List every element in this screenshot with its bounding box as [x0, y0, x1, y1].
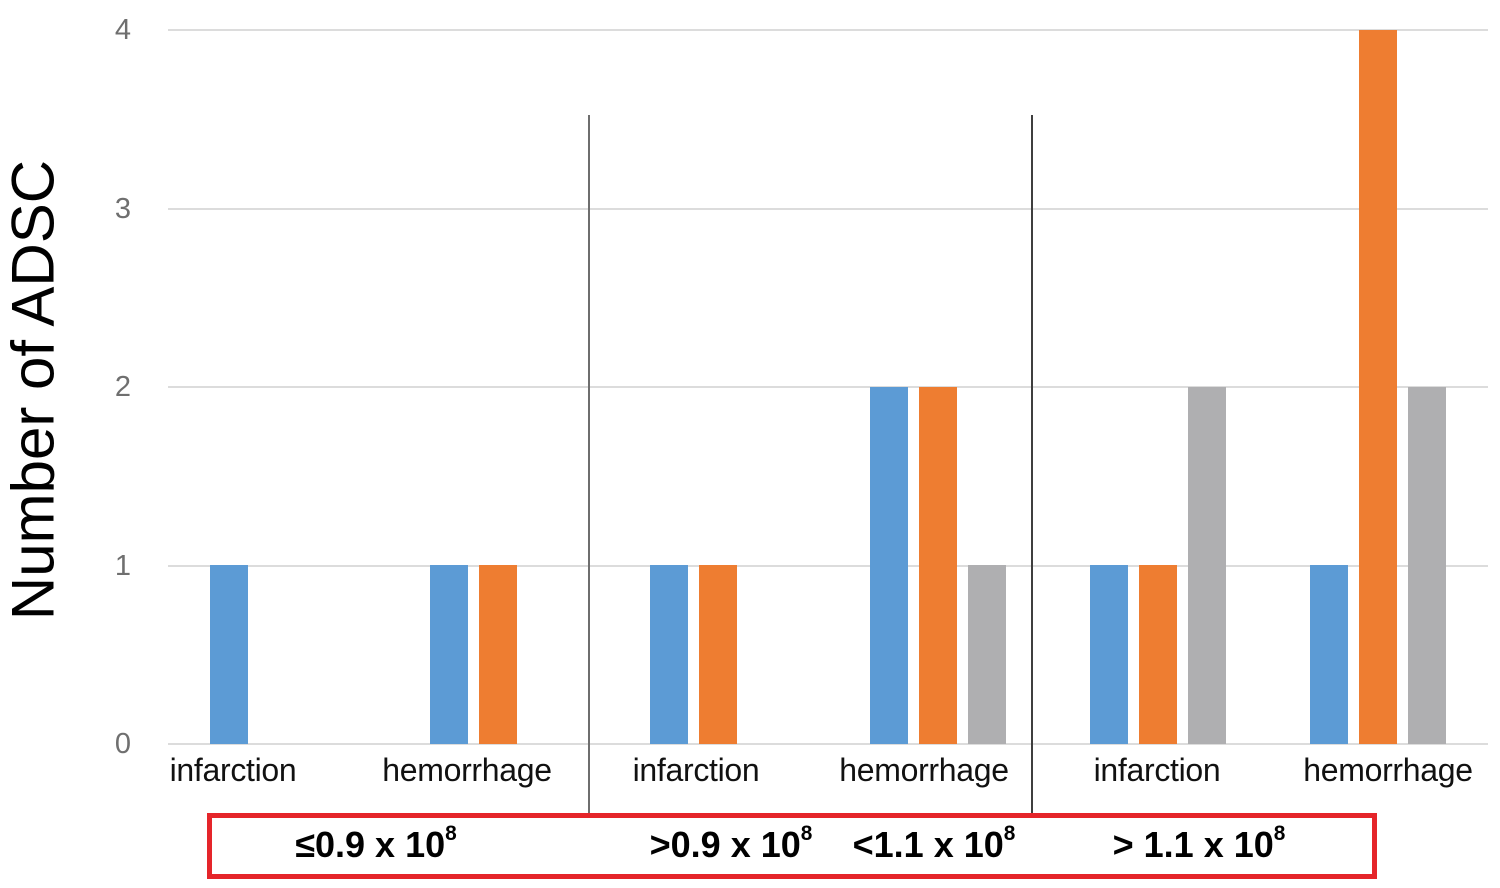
- bar-gray: [1408, 387, 1446, 744]
- x-category-label: hemorrhage: [1303, 752, 1473, 788]
- dose-range-exponent: 8: [1003, 822, 1016, 846]
- dose-range-label: ≤0.9 x 108: [295, 822, 457, 866]
- bar-orange: [479, 565, 517, 744]
- bar-blue: [1090, 565, 1128, 744]
- x-category-label: hemorrhage: [382, 752, 552, 788]
- bar-blue: [870, 387, 908, 744]
- x-category-label: infarction: [632, 752, 760, 788]
- y-tick-label: 0: [114, 728, 131, 760]
- bar-orange: [919, 387, 957, 744]
- dose-range-exponent: 8: [445, 822, 457, 846]
- dose-range-text: > 1.1 x 10: [1112, 824, 1274, 866]
- bar-gray: [1188, 387, 1226, 744]
- bar-gray: [968, 565, 1006, 744]
- bar-blue: [650, 565, 688, 744]
- dose-range-box: ≤0.9 x 108 >0.9 x 108 <1.1 x 108 > 1.1 x 10…: [207, 813, 1377, 879]
- dose-range-text: >0.9 x 10: [649, 824, 801, 866]
- dose-range-text: ≤0.9 x 10: [295, 824, 446, 866]
- y-tick-label: 3: [114, 192, 131, 225]
- y-tick-label: 2: [114, 371, 131, 403]
- bar-blue: [430, 565, 468, 744]
- group-divider-line: [1031, 115, 1033, 813]
- x-category-label: infarction: [1093, 752, 1221, 788]
- gridline: [168, 386, 1488, 388]
- dose-range-label: > 1.1 x 108: [1112, 822, 1286, 866]
- group-divider-line: [588, 115, 590, 813]
- bar-orange: [1139, 565, 1177, 744]
- gridline: [168, 564, 1488, 567]
- bar-blue: [1310, 565, 1348, 744]
- gridline: [168, 743, 1488, 745]
- dose-range-text: <1.1 x 10: [852, 824, 1004, 866]
- bar-orange: [1359, 30, 1397, 744]
- dose-range-exponent: 8: [1273, 822, 1286, 846]
- gridline: [168, 29, 1488, 31]
- dose-range-label: >0.9 x 108: [649, 822, 813, 866]
- bar-orange: [699, 565, 737, 744]
- dose-range-label: <1.1 x 108: [852, 822, 1016, 866]
- bar-blue: [210, 565, 248, 744]
- x-category-label: hemorrhage: [839, 752, 1009, 788]
- dose-range-exponent: 8: [800, 822, 813, 846]
- y-tick-label: 4: [114, 14, 131, 46]
- x-category-label: infarction: [169, 752, 297, 788]
- y-tick-label: 1: [114, 549, 131, 582]
- gridline: [168, 207, 1488, 210]
